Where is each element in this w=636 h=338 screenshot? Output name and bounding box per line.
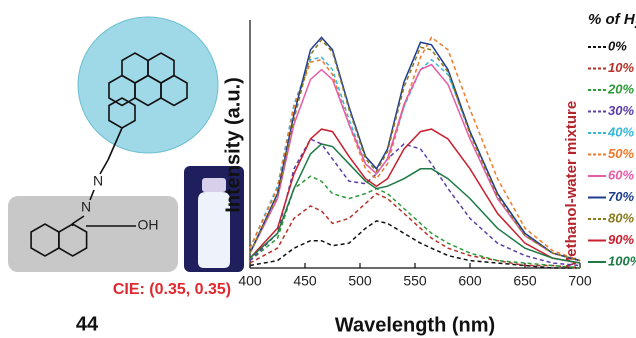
vial-cap [202,178,226,192]
pyrene-highlight [77,16,219,154]
legend-label: 90% [608,232,634,247]
x-tick-label: 600 [458,273,482,289]
x-tick-label: 650 [513,273,537,289]
bond [71,223,74,227]
ring [58,223,88,257]
bond [89,189,95,201]
ring [160,74,188,107]
legend-label: 30% [608,103,634,118]
legend-label: 10% [608,60,634,75]
cie-label: CIE: (0.35, 0.35) [113,281,231,298]
series-line [249,143,581,264]
legend-label: 50% [608,146,634,161]
vial-body [198,192,230,268]
legend-label: 20% [607,81,634,96]
series-line [249,63,581,262]
series-line [249,175,581,269]
bond [107,127,123,161]
legend-label: 70% [608,189,634,204]
series-line [249,128,581,264]
compound-number: 44 [76,313,99,335]
legend-label: 60% [608,167,634,182]
legend-label: 100% [608,253,636,268]
naphthol-highlight [8,196,178,272]
molecule [8,16,244,272]
bond [99,159,109,175]
x-tick-label: 500 [348,273,372,289]
x-tick-label: 400 [238,273,262,289]
legend-annotation: Methanol-water mixture [563,101,580,269]
y-axis-label: Intensity (a.u.) [222,77,244,213]
series-line [249,220,580,269]
x-tick-label: 550 [403,273,427,289]
atom-label: OH [138,217,159,233]
legend-title: % of H2O [588,11,636,31]
series-line [249,192,581,269]
bond [71,215,85,225]
series-line [249,36,581,262]
legend-label: 0% [608,38,627,53]
atom-label: N [93,173,103,189]
series-line [249,36,581,262]
series-line [249,38,581,262]
legend-label: 80% [608,210,634,225]
x-tick-label: 700 [568,273,592,289]
atom-label: N [81,199,91,215]
ring [108,74,136,107]
x-tick-label: 450 [293,273,317,289]
x-axis-label: Wavelength (nm) [335,314,495,336]
series-line [249,56,581,262]
legend-label: 40% [607,124,634,139]
